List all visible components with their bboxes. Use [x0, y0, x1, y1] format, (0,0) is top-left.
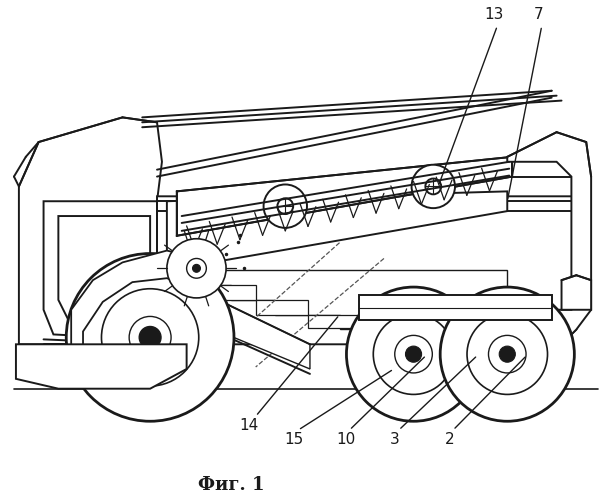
- Circle shape: [102, 289, 199, 386]
- Circle shape: [139, 326, 161, 348]
- Circle shape: [411, 164, 455, 208]
- Polygon shape: [167, 275, 310, 369]
- Circle shape: [440, 287, 574, 422]
- Text: 14: 14: [239, 418, 258, 434]
- Circle shape: [499, 346, 515, 362]
- Polygon shape: [507, 132, 591, 344]
- Polygon shape: [170, 268, 209, 285]
- Text: 3: 3: [390, 432, 400, 447]
- Text: Фиг. 1: Фиг. 1: [198, 476, 264, 494]
- Polygon shape: [177, 157, 512, 236]
- Circle shape: [167, 238, 226, 298]
- Text: 7: 7: [534, 6, 543, 22]
- Circle shape: [488, 336, 526, 373]
- Text: 10: 10: [336, 432, 355, 447]
- Polygon shape: [58, 216, 150, 322]
- Text: 2: 2: [446, 432, 455, 447]
- Polygon shape: [71, 250, 201, 359]
- Polygon shape: [359, 295, 551, 320]
- Circle shape: [264, 184, 307, 228]
- Polygon shape: [308, 314, 367, 328]
- Polygon shape: [367, 328, 507, 338]
- Circle shape: [66, 254, 234, 422]
- Polygon shape: [16, 344, 187, 389]
- Polygon shape: [167, 270, 507, 330]
- Polygon shape: [167, 192, 507, 270]
- Polygon shape: [507, 330, 562, 364]
- Circle shape: [406, 346, 422, 362]
- Circle shape: [346, 287, 480, 422]
- Circle shape: [129, 316, 171, 358]
- Circle shape: [373, 314, 453, 394]
- Text: 13: 13: [485, 6, 504, 22]
- Circle shape: [187, 258, 206, 278]
- Circle shape: [277, 198, 293, 214]
- Polygon shape: [19, 118, 162, 344]
- Polygon shape: [157, 196, 586, 344]
- Circle shape: [193, 264, 201, 272]
- Polygon shape: [562, 275, 591, 310]
- Circle shape: [395, 336, 432, 373]
- Text: 15: 15: [285, 432, 304, 447]
- Polygon shape: [209, 285, 256, 300]
- Circle shape: [467, 314, 548, 394]
- Polygon shape: [43, 201, 157, 340]
- Polygon shape: [256, 300, 308, 314]
- Circle shape: [425, 178, 441, 194]
